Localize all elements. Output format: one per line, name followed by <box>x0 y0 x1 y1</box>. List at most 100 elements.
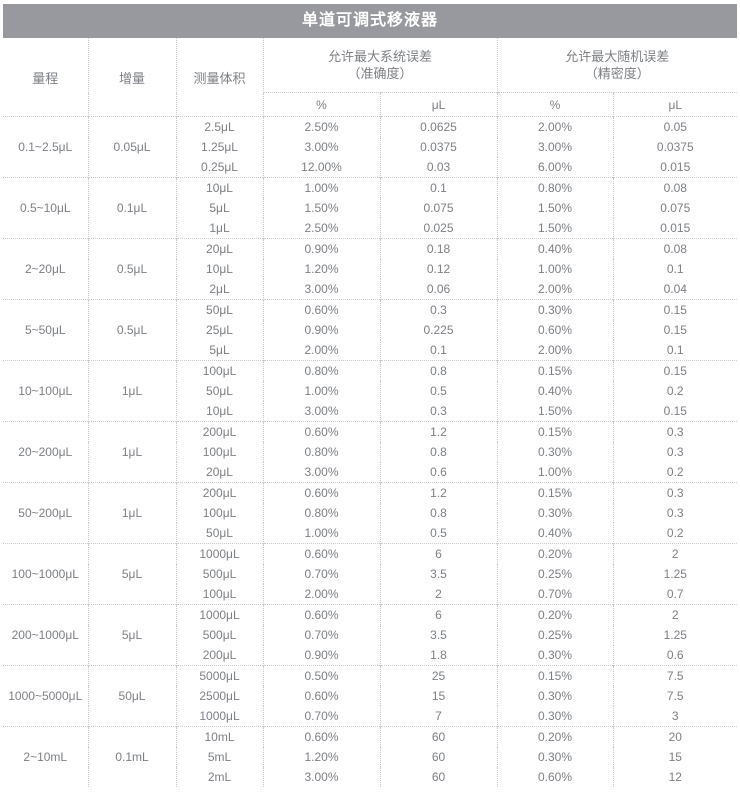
rand-ul-cell: 2 <box>612 604 738 625</box>
rand-percent-cell: 0.80% <box>496 177 614 198</box>
rand-ul-cell: 1.25 <box>612 564 738 584</box>
table-row: 1.25μL 3.00% 0.0375 3.00% 0.0375 <box>3 137 738 157</box>
rand-ul-cell: 20 <box>612 726 738 747</box>
sys-percent-cell: 0.60% <box>262 726 380 747</box>
volume-cell: 100μL <box>175 584 263 605</box>
rand-percent-cell: 0.15% <box>496 665 614 686</box>
sys-percent-cell: 1.00% <box>262 381 380 401</box>
sys-percent-cell: 0.90% <box>262 320 380 340</box>
rand-ul-cell: 0.3 <box>612 421 738 442</box>
sys-percent-cell: 0.60% <box>262 482 380 503</box>
rand-ul-cell: 0.08 <box>612 238 738 259</box>
sys-ul-cell: 3.5 <box>379 625 498 645</box>
table-row: 0.5~10μL 0.1μL 10μL 1.00% 0.1 0.80% 0.08 <box>3 177 738 239</box>
table-row: 20μL 3.00% 0.6 1.00% 0.2 <box>3 462 738 483</box>
rand-ul-cell: 0.1 <box>612 259 738 279</box>
increment-cell: 5μL <box>87 543 176 605</box>
range-cell: 1000~5000μL <box>3 665 88 727</box>
volume-cell: 5μL <box>175 340 263 361</box>
sys-percent-cell: 3.00% <box>262 462 380 483</box>
rand-ul-cell: 0.7 <box>612 584 738 605</box>
rand-percent-cell: 0.60% <box>496 320 614 340</box>
sys-ul-cell: 0.8 <box>379 503 498 523</box>
volume-cell: 500μL <box>175 625 263 645</box>
increment-cell: 1μL <box>87 421 176 483</box>
sys-ul-cell: 0.0625 <box>379 116 498 137</box>
rand-percent-cell: 0.20% <box>496 543 614 564</box>
rand-percent-cell: 0.25% <box>496 564 614 584</box>
sys-percent-cell: 1.50% <box>262 198 380 218</box>
table-row: 0.1~2.5μL 0.05μL 2.5μL 2.50% 0.0625 2.00% 0.05 <box>3 116 738 178</box>
pipette-spec-table: 量程 增量 测量体积 允许最大系统误差 （准确度） 允许最大随机误差 （精密度）… <box>3 38 738 787</box>
rand-percent-cell: 0.15% <box>496 360 614 381</box>
sys-ul-cell: 1.2 <box>379 421 498 442</box>
range-cell: 2~20μL <box>3 238 88 300</box>
rand-percent-cell: 0.20% <box>496 604 614 625</box>
volume-cell: 10mL <box>175 726 263 747</box>
volume-cell: 10μL <box>175 177 263 198</box>
sys-ul-cell: 0.075 <box>379 198 498 218</box>
increment-cell: 1μL <box>87 360 176 422</box>
range-cell: 0.5~10μL <box>3 177 88 239</box>
sys-ul-cell: 1.8 <box>379 645 498 666</box>
rand-ul-cell: 7.5 <box>612 665 738 686</box>
sys-percent-cell: 2.00% <box>262 340 380 361</box>
table-title: 单道可调式移液器 <box>3 4 737 38</box>
rand-percent-cell: 1.50% <box>496 198 614 218</box>
volume-cell: 1000μL <box>175 543 263 564</box>
rand-ul-cell: 0.015 <box>612 218 738 239</box>
sys-percent-cell: 1.20% <box>262 259 380 279</box>
col-header-range: 量程 <box>32 70 59 86</box>
sys-ul-cell: 60 <box>379 726 498 747</box>
rand-ul-cell: 7.5 <box>612 686 738 706</box>
table-row: 10μL 1.20% 0.12 1.00% 0.1 <box>3 259 738 279</box>
range-cell: 20~200μL <box>3 421 88 483</box>
sys-ul-cell: 0.18 <box>379 238 498 259</box>
random-error-label: 允许最大随机误差 <box>565 49 670 64</box>
rand-ul-cell: 0.15 <box>612 360 738 381</box>
rand-percent-cell: 0.60% <box>496 767 614 787</box>
rand-percent-cell: 0.40% <box>496 381 614 401</box>
range-cell: 10~100μL <box>3 360 88 422</box>
increment-cell: 50μL <box>87 665 176 727</box>
sys-percent-cell: 0.70% <box>262 564 380 584</box>
sys-percent-cell: 0.60% <box>262 421 380 442</box>
volume-cell: 2500μL <box>175 686 263 706</box>
sys-ul-cell: 0.1 <box>379 177 498 198</box>
sys-ul-cell: 3.5 <box>379 564 498 584</box>
rand-percent-cell: 0.15% <box>496 421 614 442</box>
col-header-systematic-error: 允许最大系统误差 （准确度） <box>262 38 498 93</box>
table-row: 20~200μL 1μL 200μL 0.60% 1.2 0.15% 0.3 <box>3 421 738 483</box>
sys-percent-cell: 3.00% <box>262 401 380 422</box>
rand-ul-cell: 0.2 <box>612 523 738 544</box>
rand-percent-cell: 0.30% <box>496 706 614 727</box>
sys-percent-cell: 0.80% <box>262 503 380 523</box>
table-row: 2~20μL 0.5μL 20μL 0.90% 0.18 0.40% 0.08 <box>3 238 738 300</box>
sys-ul-cell: 0.8 <box>379 360 498 381</box>
sys-ul-cell: 0.12 <box>379 259 498 279</box>
rand-ul-cell: 0.08 <box>612 177 738 198</box>
rand-ul-cell: 0.3 <box>612 482 738 503</box>
rand-percent-cell: 0.25% <box>496 625 614 645</box>
volume-cell: 500μL <box>175 564 263 584</box>
table-row: 200μL 0.90% 1.8 0.30% 0.6 <box>3 645 738 666</box>
sys-percent-cell: 0.90% <box>262 238 380 259</box>
rand-percent-cell: 0.30% <box>496 645 614 666</box>
volume-cell: 5000μL <box>175 665 263 686</box>
rand-ul-cell: 0.15 <box>612 299 738 320</box>
sys-percent-cell: 0.90% <box>262 645 380 666</box>
table-row: 1000~5000μL 50μL 5000μL 0.50% 25 0.15% 7.5 <box>3 665 738 727</box>
sys-ul-cell: 60 <box>379 767 498 787</box>
range-cell: 5~50μL <box>3 299 88 361</box>
sys-percent-cell: 12.00% <box>262 157 380 178</box>
rand-percent-cell: 3.00% <box>496 137 614 157</box>
volume-cell: 200μL <box>175 482 263 503</box>
table-row: 2mL 3.00% 60 0.60% 12 <box>3 767 738 787</box>
sys-ul-cell: 6 <box>379 604 498 625</box>
sys-percent-cell: 0.50% <box>262 665 380 686</box>
volume-cell: 5mL <box>175 747 263 767</box>
sys-percent-cell: 0.60% <box>262 604 380 625</box>
rand-ul-cell: 0.2 <box>612 462 738 483</box>
rand-ul-cell: 0.075 <box>612 198 738 218</box>
